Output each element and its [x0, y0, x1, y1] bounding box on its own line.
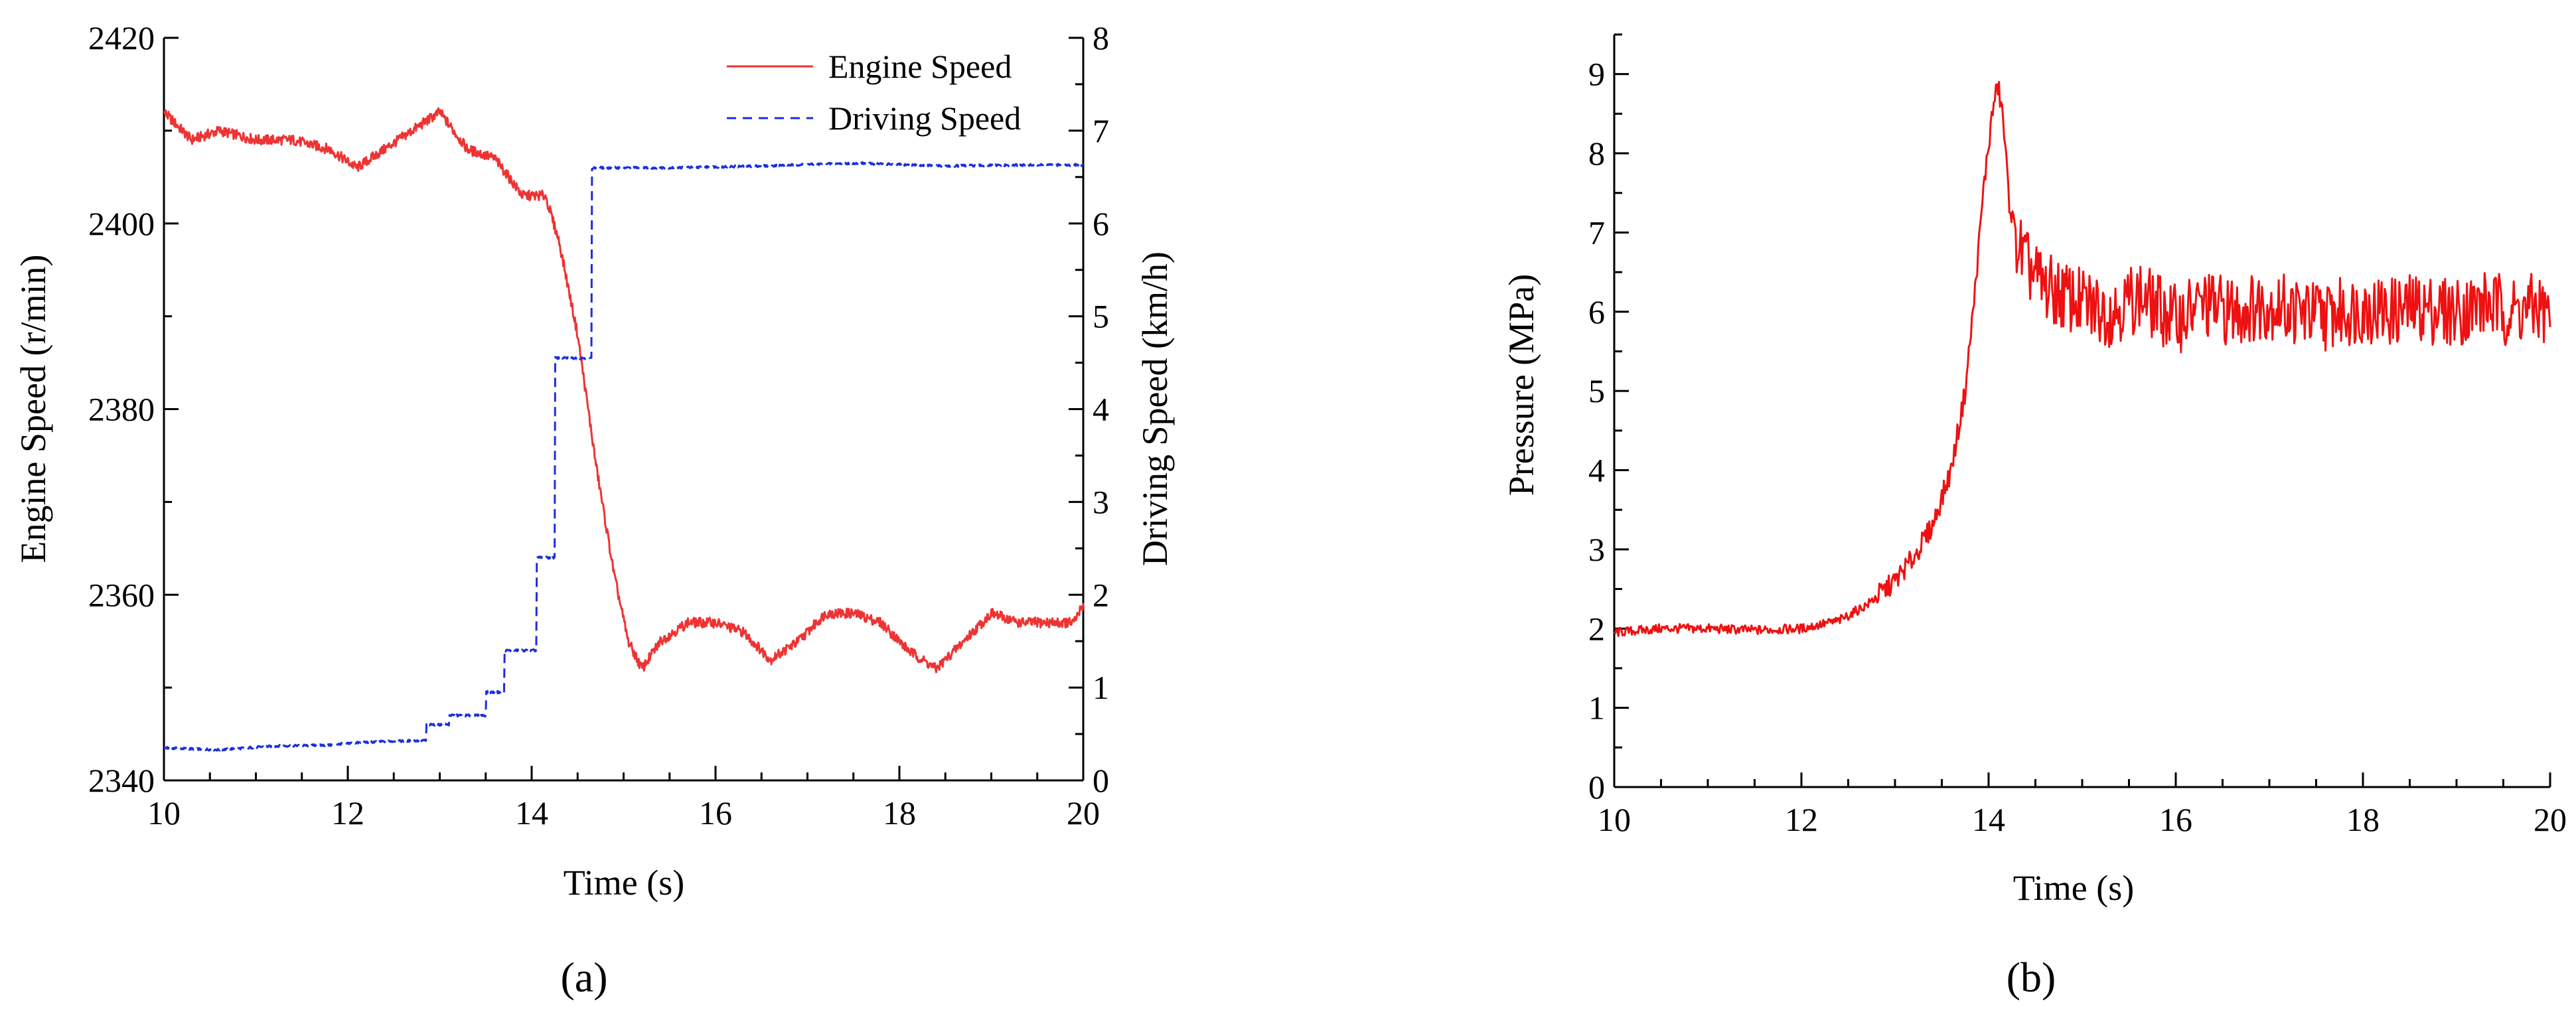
chart-a-x-tick-label: 18 — [883, 794, 916, 832]
chart-b-x-axis-title: Time (s) — [2013, 868, 2135, 908]
chart-b-x-ticks: 10 12 14 16 18 20 — [1598, 772, 2567, 838]
chart-a-y2-tick-label: 4 — [1093, 391, 1109, 428]
chart-a-axes — [163, 38, 1085, 782]
chart-a-x-tick-label: 14 — [515, 794, 548, 832]
chart-b-y-tick-label: 5 — [1588, 372, 1605, 409]
chart-a-x-ticks: 10 12 14 16 18 20 — [147, 766, 1100, 832]
chart-b-y-tick-label: 0 — [1588, 768, 1605, 806]
chart-b-axes — [1613, 35, 2550, 788]
chart-a-x-tick-label: 16 — [699, 794, 732, 832]
chart-a-y2-tick-label: 7 — [1093, 112, 1109, 149]
chart-a-legend: Engine Speed Driving Speed — [727, 48, 1021, 137]
chart-a-y-axis-title: Engine Speed (r/min) — [13, 255, 53, 563]
chart-a-y-ticks: 2340 2360 2380 2400 2420 — [88, 19, 179, 799]
chart-a-y2-tick-label: 6 — [1093, 205, 1109, 242]
chart-a-y2-tick-label: 2 — [1093, 576, 1109, 613]
chart-a-x-tick-label: 20 — [1067, 794, 1100, 832]
chart-a-y2-tick-label: 3 — [1093, 483, 1109, 520]
legend-label-engine-speed: Engine Speed — [828, 48, 1012, 85]
chart-b-y-tick-label: 9 — [1588, 56, 1605, 93]
chart-b-y-tick-label: 6 — [1588, 293, 1605, 330]
chart-a-x-tick-label: 12 — [331, 794, 364, 832]
chart-a-y2-axis-title: Driving Speed (km/h) — [1135, 252, 1175, 566]
chart-b-x-tick-label: 10 — [1598, 801, 1631, 838]
series-line-pressure — [1614, 81, 2551, 637]
chart-a-y-tick-label: 2360 — [88, 576, 155, 613]
chart-a-y-tick-label: 2380 — [88, 391, 155, 428]
chart-b-x-tick-label: 20 — [2534, 801, 2567, 838]
chart-a-y-tick-label: 2420 — [88, 19, 155, 56]
chart-a-y2-tick-label: 0 — [1093, 762, 1109, 799]
chart-b-y-ticks: 0 1 2 3 4 5 6 7 8 9 — [1588, 33, 1629, 806]
chart-a-x-axis-title: Time (s) — [564, 863, 685, 903]
chart-b-x-tick-label: 12 — [1785, 801, 1818, 838]
chart-a-y2-tick-label: 1 — [1093, 669, 1109, 706]
chart-a-y-tick-label: 2340 — [88, 762, 155, 799]
chart-a-panel-label: (a) — [560, 954, 607, 1001]
chart-b-y-tick-label: 8 — [1588, 135, 1605, 172]
chart-a-y2-tick-label: 8 — [1093, 19, 1109, 56]
chart-b-x-tick-label: 16 — [2159, 801, 2192, 838]
chart-b-y-axis-title: Pressure (MPa) — [1501, 274, 1541, 496]
chart-b-series — [1614, 81, 2551, 637]
series-line-driving-speed — [163, 161, 1085, 752]
chart-a-y2-ticks: 0 1 2 3 4 5 6 7 8 — [1069, 19, 1109, 799]
chart-b-panel-label: (b) — [2007, 954, 2056, 1001]
chart-b-y-tick-label: 2 — [1588, 610, 1605, 647]
chart-b-y-tick-label: 7 — [1588, 214, 1605, 251]
chart-b-y-tick-label: 4 — [1588, 452, 1605, 489]
chart-b-x-tick-label: 14 — [1972, 801, 2005, 838]
legend-label-driving-speed: Driving Speed — [828, 100, 1021, 137]
chart-b-x-tick-label: 18 — [2346, 801, 2380, 838]
series-line-engine-speed — [163, 107, 1085, 674]
chart-b-y-tick-label: 3 — [1588, 531, 1605, 568]
chart-a-y-tick-label: 2400 — [88, 205, 155, 242]
chart-a-y2-tick-label: 5 — [1093, 298, 1109, 335]
chart-b-y-tick-label: 1 — [1588, 689, 1605, 727]
chart-a-x-tick-label: 10 — [147, 794, 181, 832]
chart-a-series — [163, 107, 1085, 752]
